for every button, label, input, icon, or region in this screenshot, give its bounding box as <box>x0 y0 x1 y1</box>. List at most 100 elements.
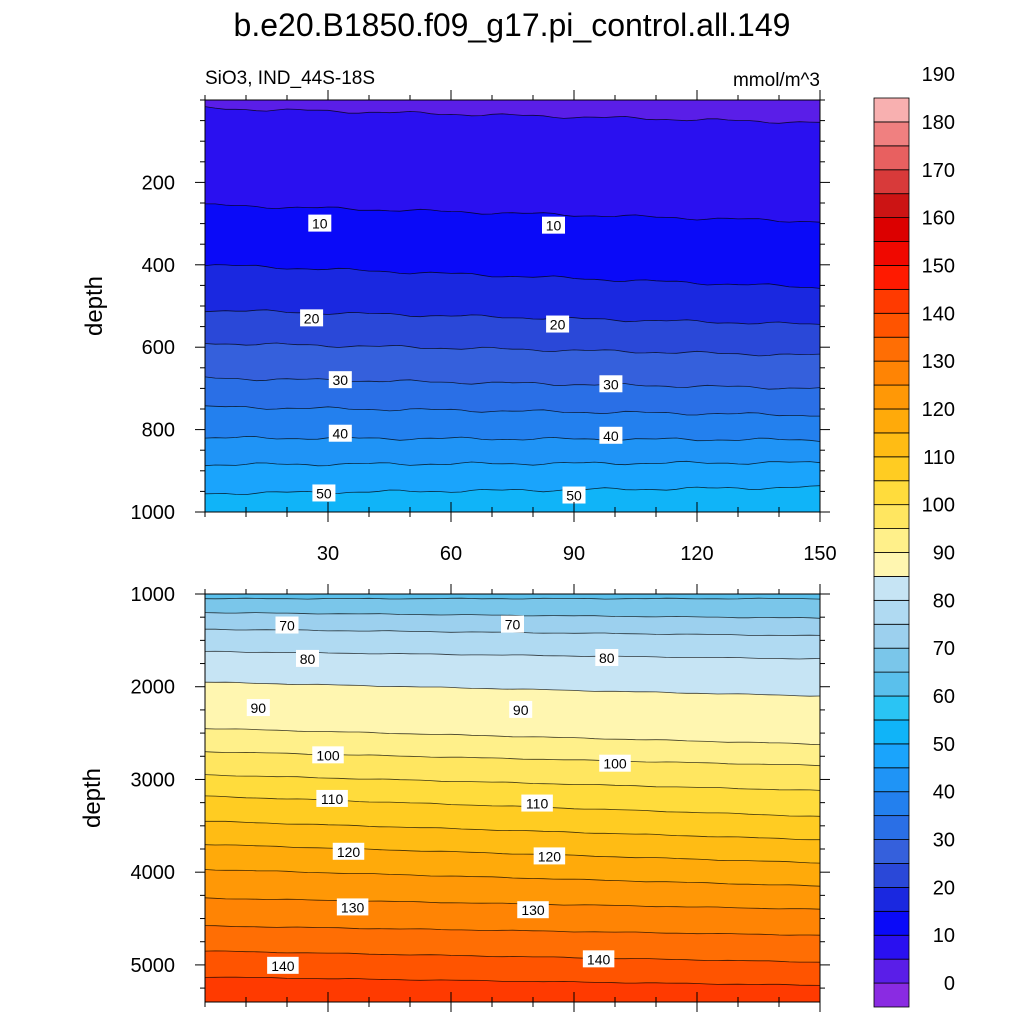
upper-y-tick-label: 1000 <box>131 502 176 524</box>
colorbar-tick-label: 20 <box>933 877 955 899</box>
lower-contour-label: 130 <box>517 901 549 919</box>
variable-region-label: SiO3, IND_44S-18S <box>205 68 375 89</box>
upper-contour-line-40 <box>205 435 820 442</box>
upper-contour-line-30 <box>205 376 820 390</box>
colorbar-swatch <box>873 528 910 553</box>
colorbar-swatch <box>873 934 910 960</box>
lower-y-tick-label: 1000 <box>131 584 176 606</box>
upper-contour-label: 40 <box>328 424 352 442</box>
lower-contour-label: 100 <box>599 754 631 772</box>
colorbar-swatch <box>873 193 910 219</box>
upper-contour-label: 10 <box>542 216 565 234</box>
upper-contour-line-5 <box>205 106 820 124</box>
svg-text:130: 130 <box>341 899 365 915</box>
lower-y-tick-label: 4000 <box>131 862 176 884</box>
colorbar-tick-label: 190 <box>922 64 955 86</box>
upper-x-tick-label: 90 <box>563 543 585 565</box>
lower-contour-line-140 <box>205 976 820 986</box>
colorbar-swatch <box>873 384 910 410</box>
upper-y-tick-label: 200 <box>142 172 175 194</box>
lower-contour-label: 110 <box>316 789 348 807</box>
colorbar-tick-label: 160 <box>922 208 955 230</box>
svg-text:100: 100 <box>603 756 627 772</box>
colorbar-tick-label: 50 <box>933 734 955 756</box>
lower-contour-line-115 <box>205 844 820 864</box>
upper-contour-line-15 <box>205 264 820 289</box>
lower-contour-line-135 <box>205 950 820 963</box>
lower-contour-line-120 <box>205 869 820 887</box>
colorbar-swatch <box>873 312 910 338</box>
upper-contour-label: 30 <box>599 375 623 393</box>
colorbar-swatch <box>873 552 910 577</box>
lower-contour-line-65 <box>205 597 820 600</box>
lower-y-tick-label: 2000 <box>131 677 176 699</box>
svg-text:50: 50 <box>566 488 582 504</box>
colorbar-swatch <box>873 719 910 745</box>
lower-contour-label: 140 <box>582 950 615 968</box>
upper-ylabel: depth <box>81 276 108 336</box>
colorbar-tick-label: 90 <box>933 543 955 565</box>
colorbar-tick-label: 40 <box>933 782 955 804</box>
upper-contour-label: 20 <box>300 309 324 327</box>
colorbar-swatch <box>873 743 910 769</box>
upper-contour-label: 40 <box>599 426 623 444</box>
colorbar-tick-label: 0 <box>944 973 955 995</box>
colorbar-tick-label: 60 <box>933 686 955 708</box>
colorbar-tick-label: 150 <box>922 255 955 277</box>
colorbar-swatch <box>873 432 910 458</box>
lower-contour-line-130 <box>205 925 820 936</box>
svg-text:90: 90 <box>513 702 529 718</box>
colorbar-swatch <box>873 217 910 242</box>
lower-contour-label: 140 <box>267 956 299 974</box>
svg-text:110: 110 <box>321 791 344 807</box>
upper-x-tick-label: 150 <box>803 543 836 565</box>
upper-contour-label: 30 <box>328 371 352 389</box>
colorbar-swatch <box>873 145 910 171</box>
svg-text:140: 140 <box>271 958 295 974</box>
colorbar-swatch <box>873 480 910 506</box>
upper-y-tick-label: 400 <box>142 255 175 277</box>
lower-contour-label: 120 <box>332 842 365 860</box>
colorbar-swatch <box>873 695 910 721</box>
svg-text:70: 70 <box>505 617 521 633</box>
upper-x-tick-label: 60 <box>440 543 462 565</box>
upper-contour-line-10 <box>205 203 820 223</box>
colorbar-tick-label: 110 <box>923 447 955 469</box>
lower-contour-label: 70 <box>275 616 299 634</box>
svg-text:20: 20 <box>304 310 320 326</box>
colorbar-swatch <box>873 839 910 864</box>
upper-y-tick-label: 800 <box>142 420 175 442</box>
lower-panel-frame <box>204 593 821 1003</box>
lower-contour-line-90 <box>205 728 820 745</box>
colorbar-swatch <box>873 815 910 840</box>
upper-contour-line-35 <box>205 405 820 417</box>
lower-contour-line-70 <box>205 612 820 619</box>
units-label: mmol/m^3 <box>733 70 820 91</box>
colorbar: 0 10 20 30 40 50 60 70 80 90 100 110 120 130 140 150 160… <box>873 64 955 1008</box>
svg-text:100: 100 <box>316 747 340 763</box>
colorbar-tick-label: 120 <box>922 399 955 421</box>
upper-contour-label: 20 <box>546 315 570 333</box>
upper-contour-line-25 <box>205 342 820 357</box>
colorbar-swatch <box>873 360 910 386</box>
colorbar-swatch <box>873 121 910 147</box>
lower-contour-line-125 <box>205 897 820 910</box>
lower-contour-label: 120 <box>533 847 566 865</box>
colorbar-tick-label: 30 <box>933 830 955 852</box>
lower-contour-line-95 <box>205 751 820 767</box>
colorbar-tick-label: 10 <box>933 925 955 947</box>
lower-contour-label: 110 <box>521 794 553 812</box>
colorbar-swatch <box>873 791 910 817</box>
colorbar-swatch <box>873 97 910 123</box>
svg-text:120: 120 <box>337 844 361 860</box>
colorbar-swatch <box>873 623 910 649</box>
svg-text:120: 120 <box>538 848 562 864</box>
svg-text:80: 80 <box>599 650 615 666</box>
colorbar-tick-label: 130 <box>922 351 955 373</box>
svg-text:20: 20 <box>550 317 566 333</box>
colorbar-swatch <box>873 408 910 434</box>
colorbar-tick-label: 70 <box>933 638 955 660</box>
upper-x-tick-label: 120 <box>680 543 713 565</box>
upper-contour-label: 50 <box>562 486 586 504</box>
lower-y-tick-label: 5000 <box>131 955 176 977</box>
